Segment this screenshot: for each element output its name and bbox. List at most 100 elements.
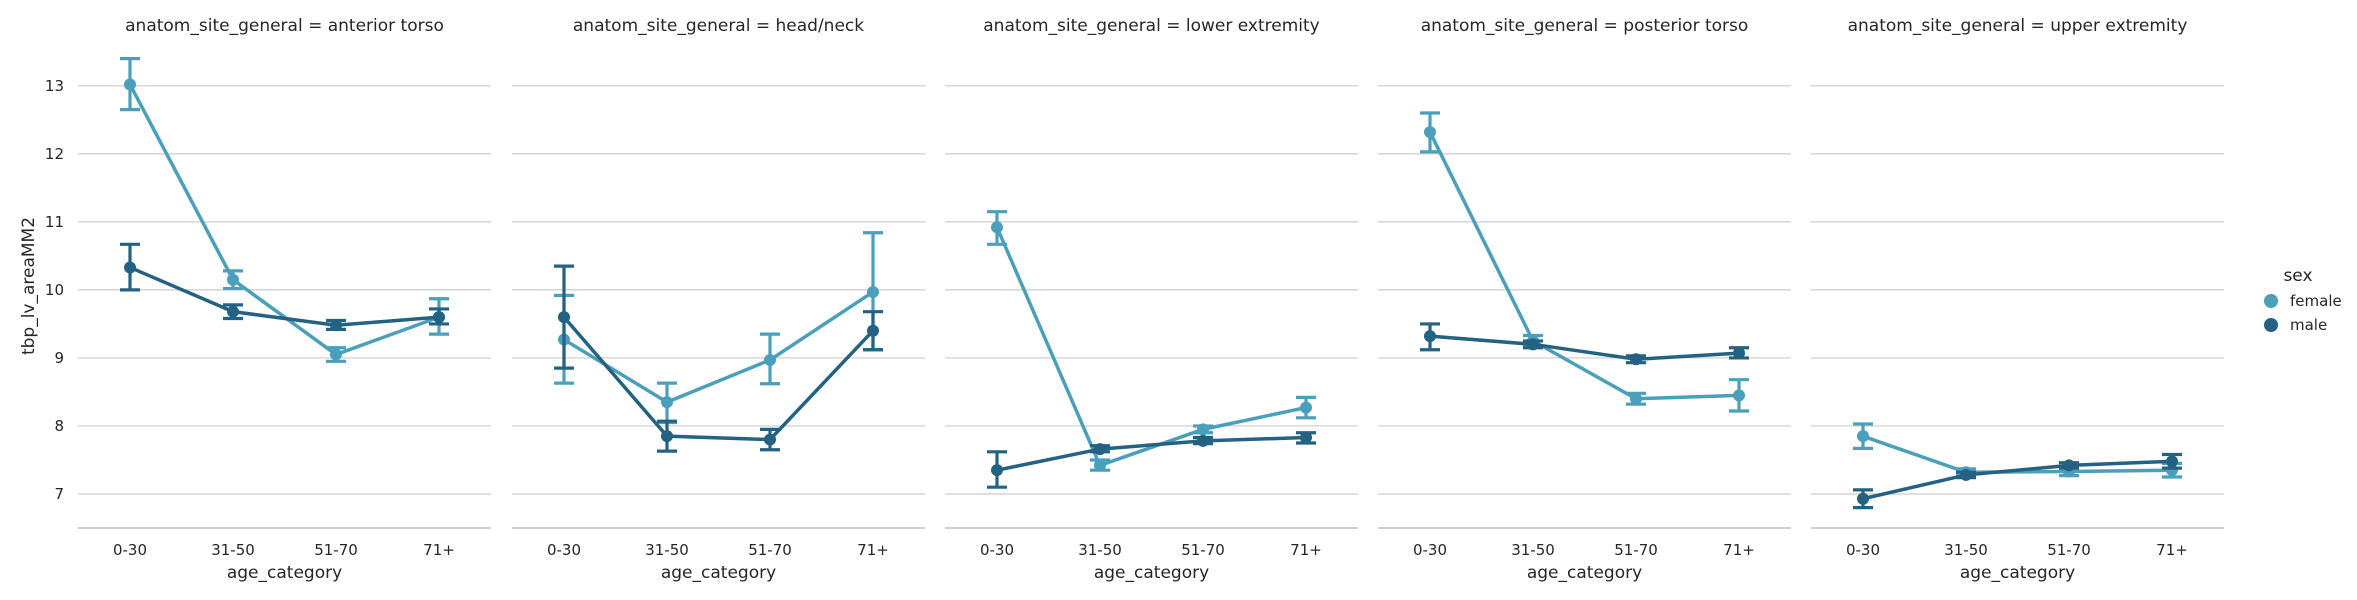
data-point (867, 324, 879, 337)
legend-marker-male (2264, 318, 2278, 332)
data-point (124, 261, 136, 274)
x-tick-label: 51-70 (748, 541, 792, 559)
data-point (227, 305, 239, 318)
facet-panel: anatom_site_general = anterior torso 0-30… (78, 16, 491, 583)
data-point (1527, 338, 1539, 351)
series-line (563, 290, 874, 405)
data-point (764, 433, 776, 446)
series-male (1420, 322, 1749, 366)
data-point (1733, 389, 1745, 402)
x-tick-label: 31-50 (1078, 541, 1122, 559)
y-tick-label: 12 (45, 145, 64, 163)
data-point (1094, 459, 1106, 472)
x-tick-label: 51-70 (2047, 541, 2091, 559)
series-male (554, 264, 883, 453)
series-male (1853, 452, 2182, 510)
x-tick-label: 31-50 (1944, 541, 1988, 559)
series-female (120, 57, 449, 363)
series-line (1862, 434, 2173, 474)
data-point (330, 319, 342, 332)
series-line (1429, 334, 1740, 362)
x-tick-label: 71+ (423, 541, 455, 559)
series-line (129, 265, 440, 328)
facet-panel: anatom_site_general = head/neck 0-30 31-50… (512, 16, 925, 583)
data-point (1960, 468, 1972, 481)
data-point (661, 430, 673, 443)
x-tick-label: 71+ (1290, 541, 1322, 559)
series-female (554, 231, 883, 425)
panel-title: anatom_site_general = anterior torso (125, 16, 444, 36)
series-female (987, 210, 1316, 472)
data-point (1857, 492, 1869, 505)
series-line (1862, 459, 2173, 501)
facet-panel: anatom_site_general = posterior torso 0-3… (1378, 16, 1791, 583)
x-tick-label: 0-30 (1846, 541, 1880, 559)
y-tick-label: 11 (45, 213, 64, 231)
x-axis-label: age_category (1960, 563, 2075, 583)
legend-label: male (2290, 316, 2327, 334)
x-axis-label: age_category (227, 563, 342, 583)
data-point (124, 78, 136, 91)
x-axis-label: age_category (1527, 563, 1642, 583)
y-tick-label: 8 (54, 417, 64, 435)
data-point (227, 273, 239, 286)
data-point (558, 311, 570, 324)
legend: sex female male (2264, 266, 2342, 334)
series-female (1420, 111, 1749, 413)
x-tick-label: 0-30 (980, 541, 1014, 559)
data-point (433, 311, 445, 324)
x-tick-label: 71+ (1723, 541, 1755, 559)
data-point (1630, 353, 1642, 366)
data-point (1197, 434, 1209, 447)
legend-label: female (2290, 292, 2342, 310)
panel-title: anatom_site_general = upper extremity (1848, 16, 2188, 36)
y-tick-label: 13 (45, 77, 64, 95)
x-tick-label: 31-50 (211, 541, 255, 559)
data-point (991, 221, 1003, 234)
y-tick-label: 10 (45, 281, 64, 299)
series-line (1428, 131, 1740, 401)
x-tick-label: 0-30 (1413, 541, 1447, 559)
data-point (1094, 443, 1106, 456)
y-axis: 7 8 9 10 11 12 13 tbp_lv_areaMM2 (19, 77, 64, 503)
series-line (995, 226, 1307, 468)
panel-title: anatom_site_general = posterior torso (1421, 16, 1749, 36)
data-point (867, 285, 879, 298)
x-axis-label: age_category (661, 563, 776, 583)
x-tick-label: 71+ (857, 541, 889, 559)
x-tick-label: 31-50 (1511, 541, 1555, 559)
series-line (562, 315, 875, 442)
data-point (764, 353, 776, 366)
data-point (1197, 423, 1209, 436)
data-point (1424, 126, 1436, 139)
facet-panel: anatom_site_general = upper extremity 0-3… (1811, 16, 2224, 583)
series-line (128, 83, 440, 357)
x-tick-label: 71+ (2156, 541, 2188, 559)
data-point (991, 464, 1003, 477)
data-point (1300, 431, 1312, 444)
series-male (120, 242, 449, 332)
data-point (2063, 459, 2075, 472)
data-point (1300, 401, 1312, 414)
data-point (330, 348, 342, 361)
data-point (1733, 347, 1745, 360)
y-tick-label: 9 (54, 349, 64, 367)
data-point (1630, 392, 1642, 405)
data-point (661, 396, 673, 409)
x-tick-label: 0-30 (113, 541, 147, 559)
panel-title: anatom_site_general = lower extremity (983, 16, 1319, 36)
legend-title: sex (2283, 266, 2312, 286)
x-tick-label: 51-70 (314, 541, 358, 559)
x-tick-label: 51-70 (1614, 541, 1658, 559)
y-tick-label: 7 (54, 485, 64, 503)
panel-title: anatom_site_general = head/neck (573, 16, 864, 36)
x-axis-label: age_category (1094, 563, 1209, 583)
data-point (1424, 330, 1436, 343)
x-tick-label: 51-70 (1181, 541, 1225, 559)
series-line (996, 435, 1307, 472)
facet-panel: anatom_site_general = lower extremity 0-3… (945, 16, 1358, 583)
legend-marker-female (2264, 294, 2278, 308)
series-male (987, 431, 1316, 489)
data-point (2166, 455, 2178, 468)
